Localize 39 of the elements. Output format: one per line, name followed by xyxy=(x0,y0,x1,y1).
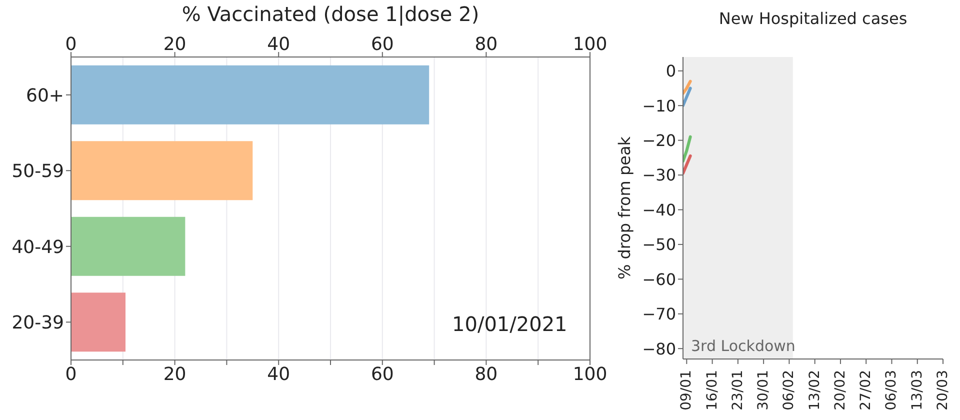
chart-title: New Hospitalized cases xyxy=(718,9,908,28)
y-tick-label: 0 xyxy=(666,62,676,81)
y-tick-label: 40-49 xyxy=(12,236,64,258)
x-tick-label: 06/03 xyxy=(884,370,900,410)
x-tick-label: 13/03 xyxy=(909,370,926,410)
x-tick-label: 16/01 xyxy=(704,370,720,410)
x-tick-label: 0 xyxy=(65,34,77,55)
bar xyxy=(71,292,126,352)
y-tick-label: −50 xyxy=(642,235,676,254)
y-tick-label: −80 xyxy=(642,339,676,358)
bar xyxy=(71,65,430,124)
y-tick-label: −30 xyxy=(642,166,676,185)
y-tick-label: −60 xyxy=(642,270,676,289)
y-tick-label: 50-59 xyxy=(12,161,64,182)
y-tick-label: −70 xyxy=(642,304,676,324)
x-tick-label: 100 xyxy=(572,34,608,55)
x-tick-label: 09/01 xyxy=(678,370,695,410)
y-tick-label: −40 xyxy=(642,200,676,220)
y-tick-label: 20-39 xyxy=(12,312,64,334)
y-axis-title: % drop from peak xyxy=(615,135,635,282)
annotation: 10/01/2021 xyxy=(452,312,568,336)
y-tick-label: −20 xyxy=(642,130,676,150)
x-tick-label: 80 xyxy=(474,34,498,55)
x-tick-label: 06/02 xyxy=(781,370,798,410)
x-tick-label: 27/02 xyxy=(858,370,874,410)
band-label: 3rd Lockdown xyxy=(691,337,796,355)
x-tick-label: 23/01 xyxy=(730,370,746,410)
x-tick-label: 30/01 xyxy=(756,370,772,410)
x-tick-label: 20/03 xyxy=(935,370,951,410)
x-tick-label: 13/02 xyxy=(806,370,823,410)
x-tick-label: 60 xyxy=(370,34,394,55)
y-tick-label: 60+ xyxy=(26,85,64,106)
bar xyxy=(71,141,253,200)
bar xyxy=(71,216,186,276)
x-tick-label: 40 xyxy=(267,34,290,55)
chart-title: % Vaccinated (dose 1|dose 2) xyxy=(180,2,480,26)
x-tick-label: 20 xyxy=(163,34,186,55)
y-tick-label: −10 xyxy=(642,96,676,116)
x-tick-label: 20/02 xyxy=(832,370,848,410)
